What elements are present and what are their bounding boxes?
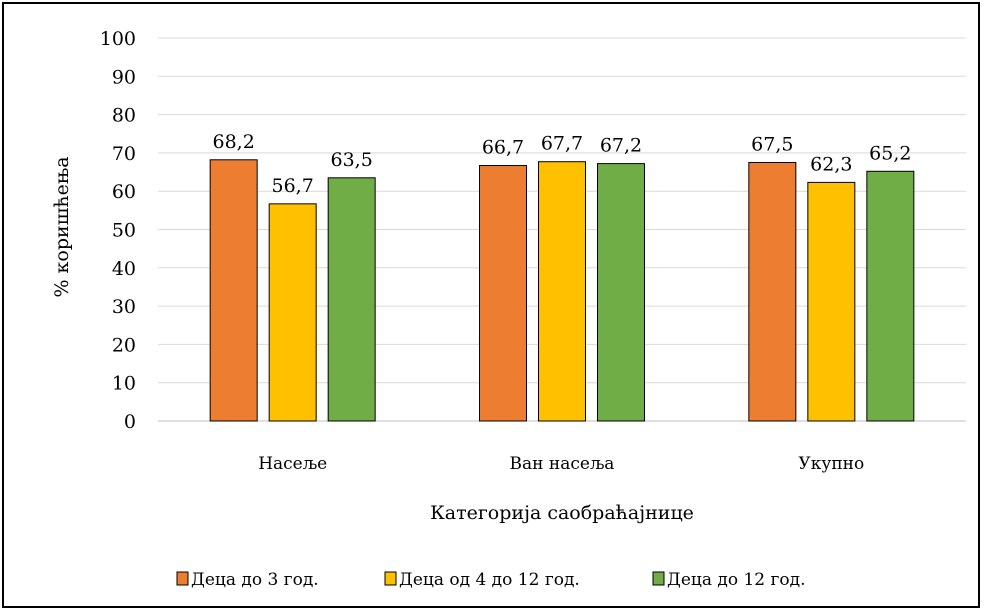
y-tick-label: 80 [112, 105, 136, 127]
data-label: 67,7 [541, 133, 583, 155]
data-label: 65,2 [869, 142, 911, 164]
y-tick-label: 10 [112, 373, 136, 395]
category-label: Насеље [258, 454, 327, 474]
data-label: 67,5 [751, 133, 793, 155]
y-tick-label: 30 [112, 296, 136, 318]
y-tick-label: 70 [112, 143, 136, 165]
data-label: 67,2 [600, 135, 642, 157]
bar [479, 165, 527, 422]
category-labels: Насеље Ван насеља Укупно [258, 454, 864, 474]
category-label: Укупно [798, 454, 864, 474]
bar [866, 170, 915, 422]
data-label: 66,7 [482, 137, 524, 159]
legend-label: Деца од 4 до 12 год. [399, 570, 580, 590]
data-labels: 68,2 56,7 63,5 66,7 67,7 67,2 67,5 62,3 65,2 [213, 131, 912, 197]
bar [268, 203, 317, 422]
legend-swatch [176, 571, 189, 586]
data-label: 68,2 [213, 131, 255, 153]
bar [538, 161, 586, 422]
bar [209, 159, 258, 422]
bars [209, 159, 915, 422]
y-tick-label: 100 [100, 28, 136, 50]
y-tick-labels: 0 10 20 30 40 50 60 70 80 90 100 [100, 28, 136, 433]
bar [327, 177, 376, 422]
bar [807, 181, 856, 422]
y-tick-label: 60 [112, 181, 136, 203]
category-label: Ван насеља [510, 454, 615, 474]
y-tick-label: 90 [112, 66, 136, 88]
bar [597, 163, 645, 422]
y-tick-label: 40 [112, 258, 136, 280]
y-tick-label: 20 [112, 334, 136, 356]
x-axis-title: Категорија саобраћајнице [430, 502, 694, 524]
legend-label: Деца до 3 год. [191, 570, 319, 590]
data-label: 63,5 [331, 149, 373, 171]
y-axis-title: % коришћења [51, 156, 73, 297]
y-tick-label: 50 [112, 220, 136, 242]
bar [748, 161, 797, 422]
y-tick-label: 0 [124, 411, 136, 433]
legend-swatch [652, 571, 665, 586]
data-label: 56,7 [272, 175, 314, 197]
legend-swatch [384, 571, 397, 586]
legend-label: Деца до 12 год. [667, 570, 806, 590]
data-label: 62,3 [810, 153, 852, 175]
legend: Деца до 3 год. Деца од 4 до 12 год. Деца д… [176, 570, 806, 590]
